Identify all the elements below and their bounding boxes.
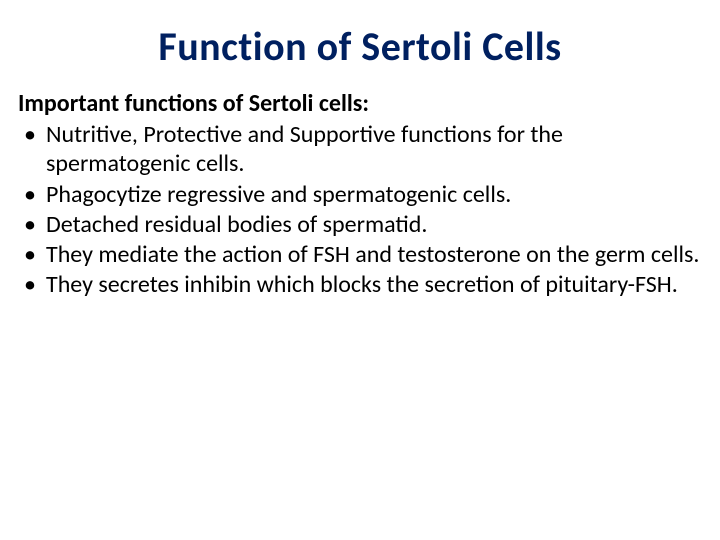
list-item: They mediate the action of FSH and testo… [18, 240, 702, 269]
list-item: Nutritive, Protective and Supportive fun… [18, 120, 702, 179]
bullet-list: Nutritive, Protective and Supportive fun… [18, 120, 702, 300]
list-item: Phagocytize regressive and spermatogenic… [18, 180, 702, 209]
list-item: They secretes inhibin which blocks the s… [18, 270, 702, 299]
intro-line: Important functions of Sertoli cells: [18, 89, 702, 118]
list-item: Detached residual bodies of spermatid. [18, 210, 702, 239]
slide-title: Function of Sertoli Cells [18, 22, 702, 71]
